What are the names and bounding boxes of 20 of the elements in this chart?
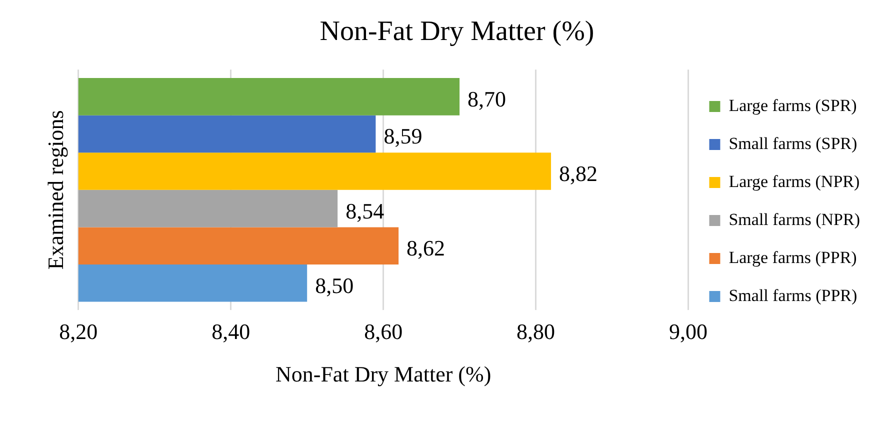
- data-label: 8,50: [315, 272, 354, 298]
- x-tick-label: 8,80: [516, 319, 556, 344]
- x-tick-label: 8,40: [212, 319, 250, 344]
- y-axis-title: Examined regions: [42, 110, 68, 270]
- data-label: 8,82: [559, 161, 598, 186]
- data-label: 8,54: [346, 198, 384, 224]
- legend-label: Large farms (NPR): [728, 172, 860, 191]
- legend-label: Small farms (SPR): [728, 134, 858, 153]
- data-label: 8,62: [406, 236, 446, 261]
- legend-label: Large farms (PPR): [728, 248, 857, 267]
- legend-label: Small farms (PPR): [728, 286, 858, 305]
- data-label: 8,59: [384, 124, 422, 149]
- x-axis-title: Non-Fat Dry Matter (%): [275, 362, 492, 387]
- x-tick-label: 8,20: [59, 319, 98, 344]
- data-label: 8,70: [468, 86, 506, 112]
- x-tick-label: 9,00: [668, 319, 708, 344]
- chart-title: Non-Fat Dry Matter (%): [320, 16, 594, 48]
- x-tick-label: 8,60: [364, 319, 403, 344]
- legend-label: Large farms (SPR): [728, 96, 857, 115]
- legend-label: Small farms (NPR): [728, 210, 860, 229]
